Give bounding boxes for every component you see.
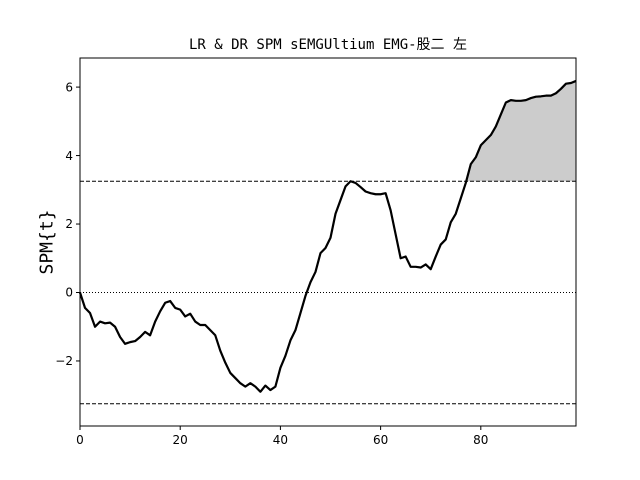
spm-t-curve bbox=[78, 79, 577, 393]
x-axis-ticks: 0 20 40 60 80 bbox=[76, 426, 488, 447]
x-tick-label: 0 bbox=[76, 433, 84, 447]
y-axis-ticks: −2 0 2 4 6 bbox=[55, 80, 80, 368]
plot-frame bbox=[79, 57, 577, 427]
x-tick-label: 20 bbox=[173, 433, 188, 447]
y-tick-label: 6 bbox=[65, 80, 73, 94]
reference-lines bbox=[80, 180, 576, 405]
x-tick-label: 60 bbox=[373, 433, 388, 447]
y-tick-label: −2 bbox=[55, 354, 73, 368]
y-tick-label: 0 bbox=[65, 286, 73, 300]
series-layer bbox=[78, 79, 577, 393]
suprathreshold-shade bbox=[466, 80, 576, 182]
y-tick-label: 4 bbox=[65, 149, 73, 163]
chart-title: LR & DR SPM sEMGUltium EMG-股二 左 bbox=[189, 37, 467, 53]
x-tick-label: 40 bbox=[273, 433, 288, 447]
x-tick-label: 80 bbox=[473, 433, 488, 447]
suprathreshold-cluster-area bbox=[466, 80, 576, 182]
y-axis-label: SPM{t} bbox=[36, 209, 57, 274]
y-tick-label: 2 bbox=[65, 217, 73, 231]
